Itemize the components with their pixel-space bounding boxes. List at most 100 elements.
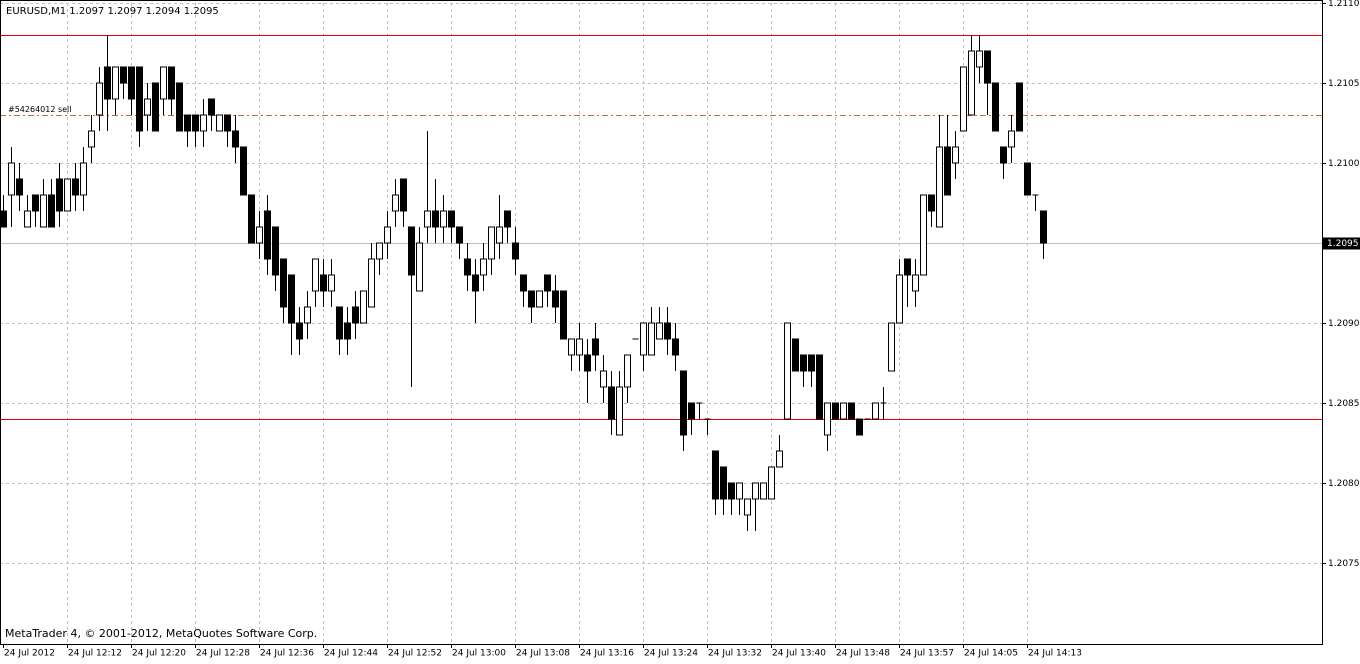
candle-body	[96, 82, 103, 116]
x-tick-label: 24 Jul 12:28	[196, 649, 250, 659]
x-tick-label: 24 Jul 12:52	[388, 649, 442, 659]
candle-body	[432, 210, 439, 228]
y-tick-label: 1.2085	[1328, 399, 1360, 409]
candle-body	[168, 66, 175, 100]
candle-body	[576, 338, 583, 356]
candle-body	[176, 82, 183, 132]
candle-body	[128, 66, 135, 100]
candle-body	[896, 274, 903, 324]
candle-body	[152, 82, 159, 132]
candle-body	[624, 354, 631, 388]
candle-body	[312, 258, 319, 292]
candle-body	[64, 178, 71, 212]
candle-body	[80, 162, 87, 196]
candle-body	[200, 114, 207, 132]
level-label: #54264012 sell	[8, 105, 72, 114]
candle-body	[120, 66, 127, 84]
candle-body	[1016, 82, 1023, 132]
candle-body	[768, 466, 775, 500]
candle-body	[640, 322, 647, 356]
y-tick-label: 1.2080	[1328, 479, 1360, 489]
candle-body	[952, 146, 959, 164]
candle-body	[736, 482, 743, 500]
x-tick-label: 24 Jul 13:24	[644, 649, 698, 659]
x-tick-label: 24 Jul 14:05	[964, 649, 1018, 659]
candle-body	[16, 178, 23, 196]
candle-body	[552, 290, 559, 308]
x-tick-label: 24 Jul 13:32	[708, 649, 762, 659]
candle-body	[136, 66, 143, 132]
candle-body	[56, 178, 63, 212]
candle-body	[992, 82, 999, 132]
candle-body	[840, 402, 847, 420]
candle-body	[472, 274, 479, 292]
x-tick-label: 24 Jul 13:57	[900, 649, 954, 659]
candle-body	[600, 370, 607, 388]
candle-body	[960, 66, 967, 132]
candle-body	[912, 274, 919, 292]
y-tick-label: 1.2110	[1328, 0, 1360, 9]
candle-body	[648, 322, 655, 356]
candle-body	[672, 338, 679, 356]
candle-body	[536, 290, 543, 308]
candle-body	[296, 322, 303, 340]
y-tick-label: 1.2100	[1328, 159, 1360, 169]
x-tick-label: 24 Jul 13:16	[580, 649, 634, 659]
bid-label-box	[1323, 237, 1360, 250]
candle-body	[40, 194, 47, 228]
candle-body	[568, 338, 575, 356]
candle-body	[872, 402, 879, 420]
candle-body	[240, 146, 247, 196]
y-tick-label: 1.2105	[1328, 79, 1360, 89]
candle-body	[688, 402, 695, 420]
candle-body	[272, 226, 279, 276]
candle-body	[528, 290, 535, 308]
candle-body	[160, 66, 167, 100]
candle-body	[72, 178, 79, 196]
candle-body	[936, 146, 943, 228]
candle-body	[920, 194, 927, 276]
candle-body	[504, 210, 511, 228]
candle-body	[288, 274, 295, 324]
candle-body	[680, 370, 687, 436]
candle-body	[560, 290, 567, 340]
candle-body	[1008, 130, 1015, 148]
candle-body	[824, 402, 831, 436]
candle-body	[712, 450, 719, 500]
candle-body	[512, 242, 519, 260]
candle-body	[360, 290, 367, 324]
candle-body	[984, 50, 991, 84]
candle-body	[400, 178, 407, 212]
candle-body	[904, 258, 911, 276]
candle-body	[448, 210, 455, 228]
candle-body	[480, 258, 487, 276]
candle-body	[816, 354, 823, 420]
candle-body	[336, 306, 343, 340]
candle-body	[424, 210, 431, 228]
candle-body	[328, 274, 335, 292]
candle-body	[440, 210, 447, 228]
candle-body	[1040, 210, 1047, 244]
candle-body	[808, 354, 815, 372]
candle-body	[352, 306, 359, 324]
candle-body	[928, 194, 935, 212]
candle-body	[320, 274, 327, 292]
candle-body	[520, 274, 527, 292]
candle-body	[248, 194, 255, 244]
x-tick-label: 24 Jul 12:12	[68, 649, 122, 659]
candle-body	[192, 114, 199, 132]
candle-body	[416, 242, 423, 292]
candle-body	[48, 194, 55, 228]
y-tick-label: 1.2075	[1328, 559, 1360, 569]
candle-body	[112, 66, 119, 100]
candle-body	[496, 226, 503, 244]
bid-label: 1.2095	[1327, 239, 1359, 249]
candle-body	[464, 258, 471, 276]
candle-body	[968, 50, 975, 116]
candle-body	[216, 114, 223, 132]
candle-body	[144, 98, 151, 116]
candle-body	[656, 322, 663, 340]
candle-body	[24, 210, 31, 228]
candle-body	[616, 386, 623, 436]
